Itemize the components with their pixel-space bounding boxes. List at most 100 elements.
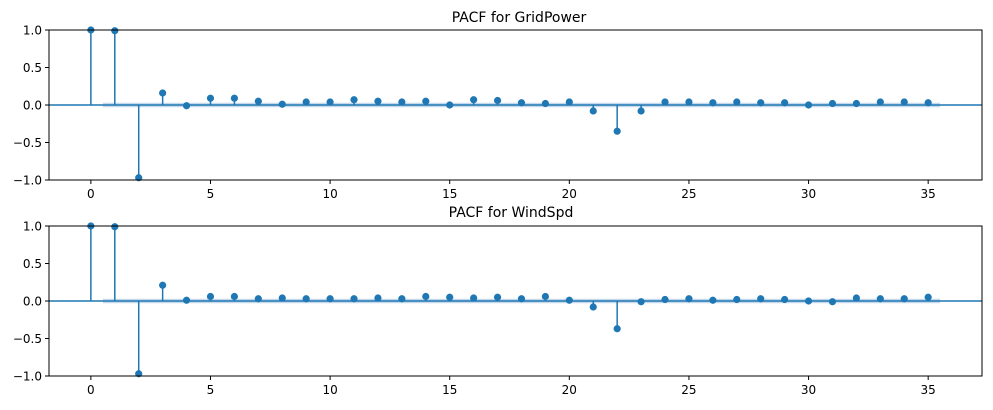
stem-marker — [661, 295, 669, 304]
stem-marker — [517, 99, 526, 107]
x-tick-label: 15 — [442, 383, 457, 397]
stem-marker — [206, 94, 215, 102]
y-tick-label: −0.5 — [13, 332, 42, 346]
stem-marker — [541, 292, 550, 301]
y-tick-label: 0.0 — [23, 295, 42, 309]
chart-title: PACF for WindSpd — [449, 205, 574, 221]
stem-marker — [924, 99, 932, 107]
stem-marker — [900, 295, 908, 303]
stem-marker — [613, 127, 621, 135]
stem-marker — [302, 295, 310, 303]
stem-marker — [326, 98, 334, 106]
stem-marker — [685, 295, 693, 303]
stem-marker — [254, 97, 262, 105]
stem-marker — [493, 293, 502, 301]
x-tick-label: 35 — [921, 383, 936, 397]
y-tick-label: 1.0 — [23, 24, 42, 38]
chart-title: PACF for GridPower — [452, 10, 587, 26]
stem-marker — [182, 102, 191, 110]
stem-marker — [804, 101, 813, 109]
x-tick-label: 5 — [207, 383, 215, 397]
x-tick-label: 30 — [801, 383, 816, 397]
stem-marker — [446, 293, 454, 301]
subplot-gridpower: PACF for GridPower 0 5 10 15 20 25 30 35 −1.0 −0… — [13, 10, 983, 201]
stem-marker — [757, 99, 765, 107]
stem-marker — [589, 107, 597, 115]
stem-marker — [613, 325, 621, 333]
stem-marker — [446, 101, 454, 109]
x-tick-label: 30 — [801, 187, 816, 201]
stem-marker — [733, 295, 741, 304]
stem-marker — [565, 98, 573, 106]
x-tick-label: 20 — [562, 187, 577, 201]
axes-frame — [48, 29, 983, 181]
stem-marker — [589, 303, 597, 311]
stem-marker — [541, 99, 550, 108]
stem-marker — [111, 27, 119, 35]
stem-marker — [422, 97, 430, 105]
stem-marker — [374, 294, 382, 302]
x-tick-label: 20 — [562, 383, 577, 397]
stem-marker — [565, 296, 573, 304]
stem-marker — [637, 298, 645, 306]
y-tick-label: 0.0 — [23, 99, 42, 113]
stem-marker — [804, 297, 813, 305]
stem-marker — [422, 292, 430, 301]
subplot-windspd: PACF for WindSpd 0 5 10 15 20 25 30 35 −1.0 −0.5… — [13, 205, 983, 397]
stem-marker — [852, 99, 861, 108]
x-tick-label: 0 — [87, 187, 95, 201]
stem-marker — [781, 295, 789, 304]
x-tick-label: 25 — [681, 187, 696, 201]
x-tick-label: 25 — [681, 383, 696, 397]
stem-marker — [398, 295, 406, 303]
stem-marker — [876, 295, 884, 303]
stem-marker — [278, 100, 286, 108]
stem-marker — [398, 98, 406, 106]
x-tick-label: 35 — [921, 187, 936, 201]
stem-marker — [326, 295, 334, 303]
stem-marker — [159, 89, 167, 97]
stem-marker — [278, 294, 286, 302]
x-tick-label: 15 — [442, 187, 457, 201]
stem-marker — [470, 96, 478, 104]
stem-marker — [828, 298, 837, 306]
stem-marker — [470, 294, 478, 302]
x-tick-label: 0 — [87, 383, 95, 397]
axes-frame — [48, 225, 983, 377]
stem-marker — [350, 295, 358, 303]
stem-marker — [876, 98, 884, 106]
stem-marker — [828, 99, 837, 108]
stem-marker — [781, 99, 789, 107]
stem-marker — [709, 296, 717, 304]
stem-marker — [757, 295, 765, 303]
stem-marker — [374, 97, 382, 105]
x-tick-label: 10 — [322, 187, 337, 201]
stem-marker — [733, 98, 741, 106]
stem-marker — [111, 223, 119, 231]
stem-marker — [350, 96, 358, 104]
y-tick-label: 0.5 — [23, 257, 42, 271]
x-tick-label: 10 — [322, 383, 337, 397]
y-tick-label: −1.0 — [13, 370, 42, 384]
stem-marker — [924, 293, 932, 301]
stem-marker — [900, 98, 908, 106]
stem-marker — [493, 96, 502, 105]
stem-marker — [159, 281, 167, 289]
stem-marker — [230, 292, 239, 301]
stem-marker — [302, 98, 310, 106]
stem-marker — [709, 99, 717, 107]
stem-marker — [182, 296, 191, 304]
stem-marker — [852, 294, 861, 302]
x-tick-label: 5 — [207, 187, 215, 201]
y-tick-label: −0.5 — [13, 136, 42, 150]
stem-marker — [661, 98, 669, 106]
stem-marker — [637, 107, 645, 115]
stem-marker — [230, 94, 239, 102]
y-tick-label: 0.5 — [23, 61, 42, 75]
stem-marker — [206, 292, 215, 301]
stem-marker — [517, 295, 526, 303]
y-tick-label: −1.0 — [13, 174, 42, 188]
stem-marker — [685, 98, 693, 106]
y-tick-label: 1.0 — [23, 220, 42, 234]
